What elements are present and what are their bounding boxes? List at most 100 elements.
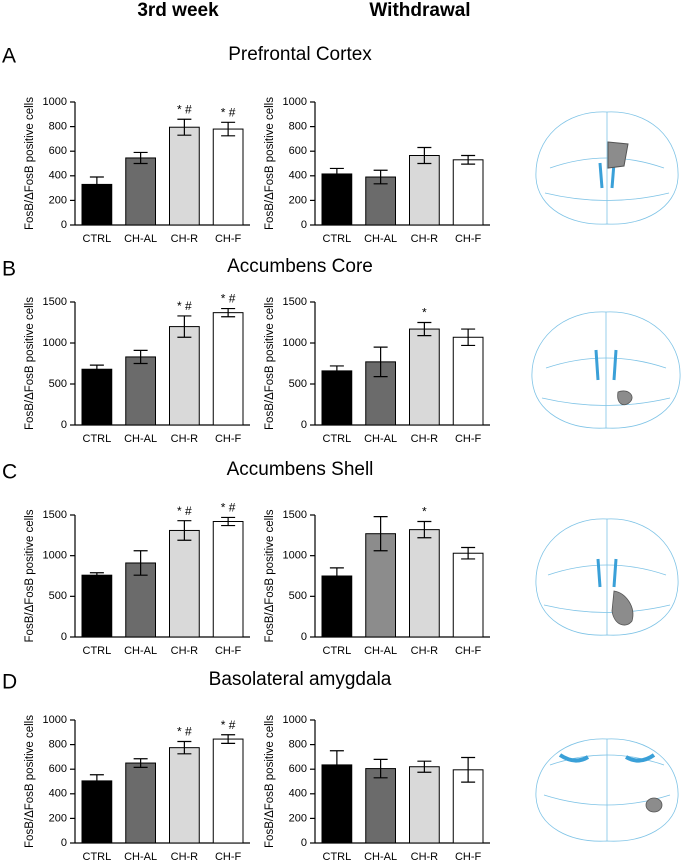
error-bar [177, 520, 192, 541]
y-axis-label: FosB/ΔFosB positive cells [24, 509, 36, 642]
bar [125, 762, 156, 844]
y-tick-label: 1000 [283, 96, 307, 108]
y-axis-label: FosB/ΔFosB positive cells [24, 97, 36, 230]
y-tick-label: 0 [301, 837, 307, 849]
error-bar [177, 740, 192, 755]
x-tick-label: CH-R [411, 433, 439, 445]
x-tick-label: CH-F [215, 433, 242, 445]
y-tick-label: 0 [301, 419, 307, 431]
y-tick-label: 600 [289, 145, 307, 157]
error-bar [89, 572, 104, 579]
y-tick-label: 500 [49, 590, 67, 602]
panel-letter: A [2, 45, 16, 68]
y-axis-label: FosB/ΔFosB positive cells [264, 97, 276, 230]
bar [409, 766, 440, 844]
error-bar [133, 151, 148, 165]
x-tick-label: CH-F [215, 645, 242, 657]
error-bar [177, 315, 192, 338]
bar [212, 738, 244, 844]
atlas-image [535, 111, 679, 225]
bar [125, 157, 156, 226]
error-bar [177, 118, 192, 136]
error-bar [221, 121, 236, 137]
bar [321, 173, 353, 226]
significance-label: * # [177, 102, 192, 116]
x-tick-label: CTRL [83, 233, 112, 245]
x-tick-label: CTRL [83, 645, 112, 657]
y-axis-label: FosB/ΔFosB positive cells [24, 297, 36, 430]
y-tick-label: 200 [289, 812, 307, 824]
error-bar [417, 760, 432, 773]
significance-label: * # [177, 504, 192, 518]
error-bar [329, 365, 344, 377]
x-tick-label: CH-R [171, 433, 199, 445]
significance-label: * # [177, 725, 192, 739]
x-tick-label: CH-AL [124, 433, 157, 445]
x-tick-label: CH-F [455, 851, 482, 863]
bar [212, 521, 244, 638]
error-bar [329, 167, 344, 181]
x-tick-label: CTRL [323, 433, 352, 445]
x-tick-label: CH-AL [124, 851, 157, 863]
error-bar [221, 307, 236, 318]
x-tick-label: CH-R [171, 851, 199, 863]
panel-letter: D [2, 671, 17, 694]
x-tick-label: CTRL [323, 645, 352, 657]
bar [321, 370, 353, 426]
error-bar [89, 176, 104, 193]
y-tick-label: 0 [301, 631, 307, 643]
bar [321, 575, 353, 638]
error-bar [461, 546, 476, 560]
error-bar [461, 154, 476, 165]
y-tick-label: 1500 [43, 296, 67, 308]
significance-label: * [422, 306, 427, 320]
y-tick-label: 400 [49, 788, 67, 800]
error-bar [133, 758, 148, 768]
significance-label: * # [221, 105, 236, 119]
error-bar [329, 567, 344, 585]
y-tick-label: 1500 [283, 509, 307, 521]
bar [452, 159, 484, 226]
error-bar [373, 516, 388, 552]
bar [169, 529, 200, 638]
y-tick-label: 0 [61, 219, 67, 231]
panel-letter: B [2, 258, 16, 281]
x-tick-label: CH-F [455, 645, 482, 657]
error-bar [329, 750, 344, 780]
significance-label: * # [221, 718, 236, 732]
x-tick-label: CH-R [171, 645, 199, 657]
y-tick-label: 1000 [43, 550, 67, 562]
significance-label: * # [221, 292, 236, 306]
x-tick-label: CH-AL [124, 645, 157, 657]
panel-title: Accumbens Shell [227, 459, 374, 480]
y-axis-label: FosB/ΔFosB positive cells [264, 509, 276, 642]
panel-title: Basolateral amygdala [209, 669, 392, 690]
bar [169, 326, 200, 426]
bar [81, 368, 113, 426]
column-header: Withdrawal [369, 0, 470, 21]
y-tick-label: 0 [61, 837, 67, 849]
bar [212, 312, 244, 426]
x-tick-label: CH-F [455, 233, 482, 245]
x-tick-label: CTRL [323, 851, 352, 863]
error-bar [373, 169, 388, 185]
bar [169, 747, 200, 844]
error-bar [461, 756, 476, 783]
error-bar [417, 321, 432, 337]
y-tick-label: 600 [49, 763, 67, 775]
x-tick-label: CH-AL [364, 433, 397, 445]
y-tick-label: 0 [301, 219, 307, 231]
y-tick-label: 800 [289, 121, 307, 133]
y-tick-label: 400 [289, 170, 307, 182]
bar [81, 780, 113, 844]
error-bar [133, 349, 148, 365]
error-bar [133, 550, 148, 576]
significance-label: * # [221, 501, 236, 515]
y-axis-label: FosB/ΔFosB positive cells [264, 297, 276, 430]
significance-label: * # [177, 299, 192, 313]
x-tick-label: CH-R [411, 645, 439, 657]
y-axis-label: FosB/ΔFosB positive cells [24, 715, 36, 848]
error-bar [221, 734, 236, 744]
bar [409, 155, 440, 226]
